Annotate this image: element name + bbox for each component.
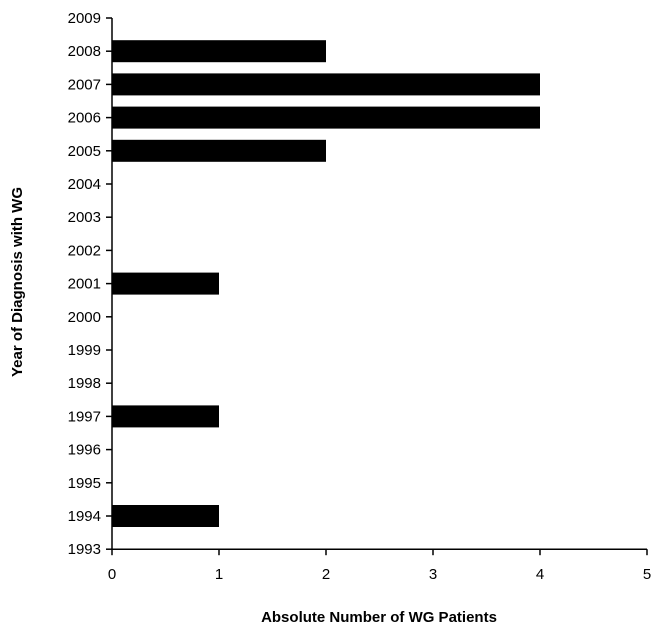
y-tick-label: 1996 (68, 442, 101, 459)
y-tick-label: 2008 (68, 43, 101, 60)
y-tick-label: 2000 (68, 309, 101, 326)
y-tick-label: 1995 (68, 475, 101, 492)
y-tick-label: 1999 (68, 342, 101, 359)
y-tick-label: 2006 (68, 110, 101, 127)
x-tick-label: 4 (536, 566, 544, 583)
bar-2005 (112, 139, 326, 162)
bar-2001 (112, 272, 219, 295)
y-tick-label: 1994 (68, 508, 101, 525)
y-tick-label: 2009 (68, 10, 101, 27)
x-axis-title: Absolute Number of WG Patients (261, 609, 497, 626)
bar-1997 (112, 405, 219, 428)
y-tick-label: 1998 (68, 375, 101, 392)
y-tick-label: 2004 (68, 176, 101, 193)
x-axis-ticks: 0 1 2 3 4 5 (108, 549, 651, 583)
bar-2008 (112, 40, 326, 63)
y-tick-label: 2001 (68, 276, 101, 293)
x-tick-label: 5 (643, 566, 651, 583)
x-tick-label: 3 (429, 566, 437, 583)
y-tick-label: 2003 (68, 209, 101, 226)
bar-2007 (112, 73, 540, 96)
y-axis-ticks: 2009 2008 2007 2006 2005 2004 2003 2002 2001 2000… (68, 10, 112, 558)
bars-group (112, 40, 540, 527)
x-tick-label: 0 (108, 566, 116, 583)
y-tick-label: 2005 (68, 143, 101, 160)
bar-2006 (112, 106, 540, 129)
y-tick-label: 2007 (68, 76, 101, 93)
y-tick-label: 1997 (68, 408, 101, 425)
y-tick-label: 2002 (68, 242, 101, 259)
y-axis-title: Year of Diagnosis with WG (9, 187, 26, 377)
x-tick-label: 2 (322, 566, 330, 583)
bar-1994 (112, 505, 219, 527)
x-tick-label: 1 (215, 566, 223, 583)
y-tick-label: 1993 (68, 541, 101, 558)
